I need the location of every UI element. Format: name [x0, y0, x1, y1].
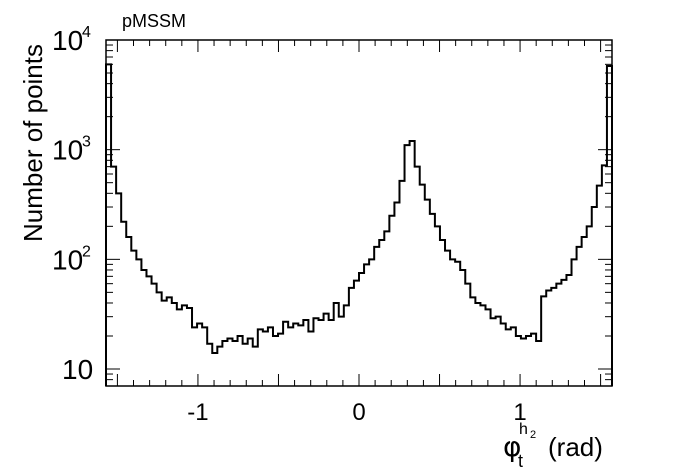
y-tick-label: 10	[52, 244, 83, 275]
histogram-outline	[105, 63, 613, 386]
x-axis: -1 0 1	[116, 40, 602, 426]
x-axis-superscript: h	[519, 421, 528, 438]
x-axis-unit: (rad)	[548, 432, 603, 462]
y-tick-exponent: 4	[82, 24, 91, 41]
y-tick-exponent: 3	[82, 134, 91, 151]
x-tick-label: -1	[187, 399, 208, 426]
x-tick-label: 1	[513, 399, 526, 426]
y-tick-label: 10	[62, 354, 93, 385]
y-tick-label: 10	[52, 25, 83, 56]
y-tick-label: 10	[52, 135, 83, 166]
y-axis-label: Number of points	[18, 44, 48, 242]
y-tick-exponent: 2	[82, 243, 91, 260]
chart-title: pMSSM	[122, 11, 186, 31]
x-axis-subscript: t	[518, 451, 523, 471]
x-tick-label: 0	[352, 399, 365, 426]
x-axis-label: φ t h 2 (rad)	[503, 421, 603, 471]
x-axis-superscript-sub: 2	[530, 429, 536, 441]
histogram-bars	[105, 63, 613, 386]
x-axis-symbol: φ	[503, 430, 521, 463]
